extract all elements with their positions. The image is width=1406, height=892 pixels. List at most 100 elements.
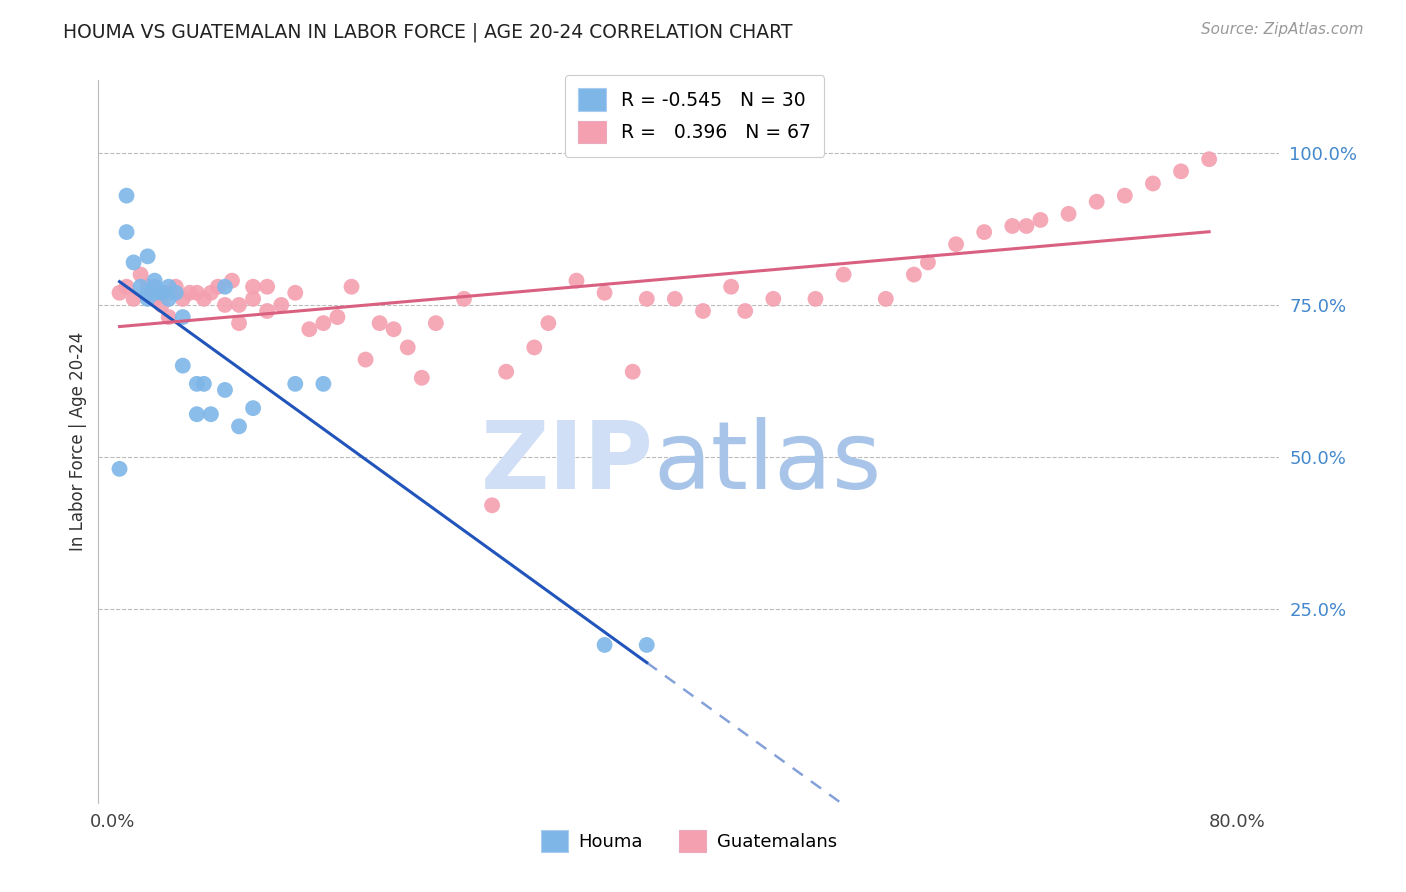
Point <box>228 419 250 434</box>
Point <box>734 304 756 318</box>
Point <box>298 322 321 336</box>
Point <box>214 383 236 397</box>
Point <box>136 292 159 306</box>
Point <box>917 255 939 269</box>
Point <box>193 376 215 391</box>
Point <box>256 304 278 318</box>
Point <box>228 298 250 312</box>
Point <box>1114 188 1136 202</box>
Point <box>664 292 686 306</box>
Point <box>242 292 264 306</box>
Point <box>270 298 292 312</box>
Point <box>129 268 152 282</box>
Point <box>1057 207 1080 221</box>
Point <box>284 376 307 391</box>
Point <box>692 304 714 318</box>
Point <box>136 249 159 263</box>
Point <box>720 279 742 293</box>
Point <box>115 225 138 239</box>
Point <box>326 310 349 324</box>
Text: ZIP: ZIP <box>481 417 654 509</box>
Text: HOUMA VS GUATEMALAN IN LABOR FORCE | AGE 20-24 CORRELATION CHART: HOUMA VS GUATEMALAN IN LABOR FORCE | AGE… <box>63 22 793 42</box>
Point <box>207 279 229 293</box>
Point <box>129 279 152 293</box>
Point <box>312 376 335 391</box>
Point <box>1170 164 1192 178</box>
Text: atlas: atlas <box>654 417 882 509</box>
Point <box>143 285 166 300</box>
Point <box>186 376 208 391</box>
Point <box>200 285 222 300</box>
Point <box>172 292 194 306</box>
Point <box>143 292 166 306</box>
Point <box>1029 213 1052 227</box>
Point <box>481 498 503 512</box>
Point <box>945 237 967 252</box>
Point <box>179 285 201 300</box>
Point <box>1198 152 1220 166</box>
Point <box>200 407 222 421</box>
Point <box>242 401 264 416</box>
Point <box>157 279 180 293</box>
Y-axis label: In Labor Force | Age 20-24: In Labor Force | Age 20-24 <box>69 332 87 551</box>
Point <box>143 274 166 288</box>
Point <box>143 279 166 293</box>
Point <box>636 292 658 306</box>
Point <box>193 292 215 306</box>
Point <box>382 322 405 336</box>
Point <box>1085 194 1108 209</box>
Legend: Houma, Guatemalans: Houma, Guatemalans <box>533 822 845 859</box>
Point <box>495 365 517 379</box>
Point <box>593 285 616 300</box>
Point <box>832 268 855 282</box>
Point <box>804 292 827 306</box>
Point <box>636 638 658 652</box>
Point <box>115 188 138 202</box>
Point <box>186 407 208 421</box>
Point <box>354 352 377 367</box>
Point <box>157 292 180 306</box>
Point <box>875 292 897 306</box>
Point <box>108 285 131 300</box>
Point <box>312 316 335 330</box>
Point <box>973 225 995 239</box>
Point <box>122 255 145 269</box>
Point <box>150 285 173 300</box>
Point <box>523 340 546 354</box>
Point <box>172 310 194 324</box>
Point <box>150 298 173 312</box>
Point <box>903 268 925 282</box>
Point <box>425 316 447 330</box>
Point <box>396 340 419 354</box>
Point <box>108 462 131 476</box>
Point <box>165 285 187 300</box>
Point <box>221 274 243 288</box>
Point <box>186 285 208 300</box>
Point <box>411 371 433 385</box>
Point <box>214 279 236 293</box>
Point <box>453 292 475 306</box>
Point <box>565 274 588 288</box>
Point <box>115 279 138 293</box>
Point <box>157 310 180 324</box>
Point <box>340 279 363 293</box>
Point <box>256 279 278 293</box>
Point <box>621 365 644 379</box>
Point <box>228 316 250 330</box>
Point <box>284 285 307 300</box>
Point <box>593 638 616 652</box>
Point <box>762 292 785 306</box>
Point <box>136 279 159 293</box>
Point <box>1001 219 1024 233</box>
Point <box>1015 219 1038 233</box>
Point <box>122 292 145 306</box>
Point <box>242 279 264 293</box>
Point <box>537 316 560 330</box>
Point <box>165 279 187 293</box>
Point <box>157 285 180 300</box>
Point <box>214 298 236 312</box>
Point <box>1142 177 1164 191</box>
Point <box>136 285 159 300</box>
Text: Source: ZipAtlas.com: Source: ZipAtlas.com <box>1201 22 1364 37</box>
Point <box>368 316 391 330</box>
